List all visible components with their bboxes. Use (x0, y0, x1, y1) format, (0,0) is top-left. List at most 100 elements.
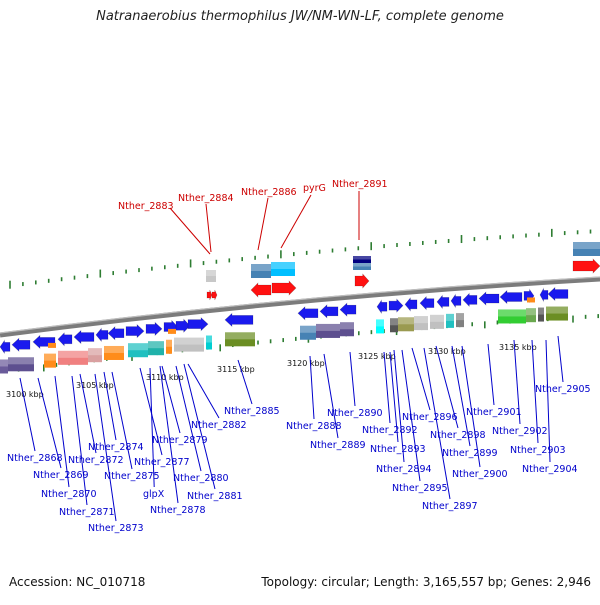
gene-box (353, 263, 371, 270)
gene-box-shine (174, 337, 204, 345)
gene-box-shine (398, 317, 414, 325)
lower-leader-line (19, 377, 36, 452)
lower-leader-line (451, 345, 471, 447)
lower-leader-line (531, 339, 539, 444)
gene-box (316, 323, 340, 338)
lower-leader-line (237, 359, 253, 405)
lower-gene-label: Nther_2878 (150, 505, 206, 516)
lower-leader-line (309, 355, 315, 420)
lower-gene-label: Nther_2895 (392, 483, 448, 494)
gene-box (430, 314, 444, 329)
topology-summary: Topology: circular; Length: 3,165,557 bp… (261, 575, 591, 589)
gene-box (166, 339, 172, 354)
gene-box-shine (430, 314, 444, 322)
gene-arrow (376, 299, 388, 315)
lower-gene-label: Nther_2871 (59, 507, 115, 518)
gene-features (0, 242, 600, 374)
lower-gene-label: Nther_2874 (88, 442, 144, 453)
gene-box-shine (58, 350, 88, 358)
lower-gene-label: Nther_2889 (310, 440, 366, 451)
upper-leader-line (257, 197, 269, 251)
lower-gene-label: Nther_2882 (191, 420, 247, 431)
lower-gene-label: Nther_2901 (466, 407, 522, 418)
gene-arrow (224, 312, 254, 328)
gene-box (376, 319, 384, 334)
gene-box-shine (456, 313, 464, 321)
gene-arrow (450, 293, 462, 309)
lower-gene-label: glpX (143, 489, 165, 500)
gene-box (390, 318, 398, 333)
scale-label: 3130 kbp (428, 347, 466, 356)
lower-gene-label: Nther_2904 (522, 464, 578, 475)
gene-box (206, 270, 216, 282)
gene-arrow (11, 337, 31, 352)
upper-leader-line (280, 194, 312, 249)
gene-marker (527, 297, 535, 303)
gene-box (546, 306, 568, 321)
gene-box-shine (316, 323, 340, 331)
genome-backbone (0, 276, 600, 338)
gene-arrow (478, 291, 500, 306)
lower-gene-label: Nther_2896 (402, 412, 458, 423)
upper-gene-label: Nther_2884 (178, 193, 234, 204)
upper-leader-line (205, 203, 212, 253)
gene-box-shine (300, 325, 316, 333)
gene-box-shine (446, 313, 454, 321)
gene-box (128, 343, 148, 358)
gene-box (446, 313, 454, 328)
lower-leader-line (94, 373, 117, 522)
gene-arrow (0, 339, 11, 355)
gene-arrow (436, 294, 450, 310)
gene-arrow (145, 321, 163, 337)
gene-box (414, 316, 428, 331)
gene-box-shine (166, 339, 172, 347)
gene-box (88, 348, 102, 363)
accession-text: Accession: NC_010718 (9, 575, 146, 589)
lower-leader-line (461, 345, 481, 468)
lower-gene-label: Nther_2903 (510, 445, 566, 456)
lower-leader-line (111, 371, 133, 470)
gene-arrow-red (206, 289, 213, 301)
lower-gene-label: Nther_2868 (7, 453, 63, 464)
lower-leader-line (389, 351, 399, 443)
lower-gene-label: Nther_2869 (33, 470, 89, 481)
lower-leader-line (545, 339, 551, 463)
gene-box (8, 357, 34, 372)
gene-arrow (57, 332, 73, 347)
gene-box (148, 341, 164, 356)
gene-box (271, 262, 295, 276)
lower-gene-label: Nther_2870 (41, 489, 97, 500)
gene-box-shine (44, 353, 56, 361)
gene-box-shine (104, 345, 124, 353)
lower-gene-label: Nther_2877 (134, 457, 190, 468)
lower-label-leaders: Nther_2868 Nther_2869 Nther_2870 Nther_2871… (7, 335, 591, 534)
lower-gene-label: Nther_2879 (152, 435, 208, 446)
scale-label: 3100 kbp (6, 390, 44, 399)
gene-arrow (404, 297, 418, 312)
gene-arrow (125, 323, 145, 339)
gene-box (526, 308, 536, 323)
gene-box-shine (526, 308, 536, 316)
gene-box (0, 359, 8, 374)
lower-leader-line (37, 377, 62, 469)
lower-gene-label: Nther_2888 (286, 421, 342, 432)
gene-box-shine (148, 341, 164, 349)
upper-label-leaders: Nther_2883 Nther_2884 Nther_2886 pyrG Nther_… (118, 179, 388, 255)
lower-leader-line (149, 367, 155, 488)
lower-gene-label: Nther_2897 (422, 501, 478, 512)
lower-leader-line (103, 371, 117, 441)
lower-leader-line (79, 373, 97, 454)
lower-gene-label: Nther_2881 (187, 491, 243, 502)
gene-arrow (419, 295, 435, 311)
gene-box (251, 264, 271, 278)
gene-arrow (339, 302, 357, 317)
lower-gene-label: Nther_2898 (430, 430, 486, 441)
lower-leader-line (349, 351, 356, 407)
lower-leader-line (513, 339, 521, 425)
gene-box-shine (414, 316, 428, 324)
lower-leader-line (183, 363, 216, 490)
lower-gene-label: Nther_2902 (492, 426, 548, 437)
upper-gene-label: Nther_2886 (241, 187, 297, 198)
